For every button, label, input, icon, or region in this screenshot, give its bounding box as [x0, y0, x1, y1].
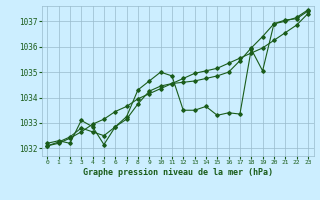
- X-axis label: Graphe pression niveau de la mer (hPa): Graphe pression niveau de la mer (hPa): [83, 168, 273, 177]
